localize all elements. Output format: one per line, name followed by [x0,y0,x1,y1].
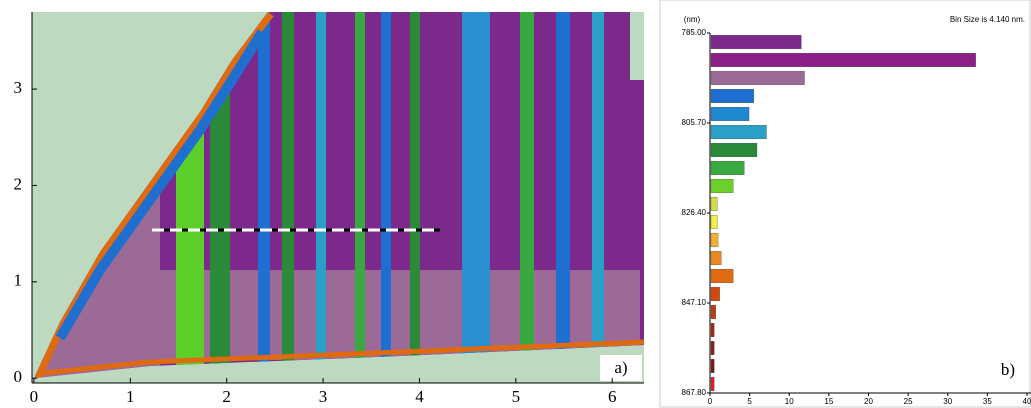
label-box [600,355,642,381]
bar [710,107,750,121]
map-image [32,12,644,383]
bar [710,269,734,283]
map-stripe [462,12,490,378]
map-stripe [355,12,365,378]
bar [710,179,734,193]
map-edge [35,339,644,377]
bar [710,305,716,319]
bar [710,35,802,49]
y-tick-label: 3 [14,78,23,97]
map-edge [55,29,267,341]
y-tick-label: 826.40 [682,208,707,217]
map-stripe [410,12,420,378]
x-tick-label: 4 [415,387,424,406]
annotation: Bin Size is 4.140 nm. [950,15,1025,24]
label-box [985,358,1025,384]
map-stripe [258,12,270,378]
bar [710,197,718,211]
x-tick-label: 5 [512,387,521,406]
x-tick-label: 15 [824,397,833,406]
x-tick-label: 0 [30,387,39,406]
x-tick-label: 35 [983,397,992,406]
map-stripe [592,12,604,378]
bar [710,377,715,391]
x-tick-label: 10 [785,397,794,406]
bar [710,323,715,337]
y-tick-label: 0 [14,367,23,386]
bar [710,143,758,157]
x-tick-label: 2 [222,387,231,406]
x-tick-label: 25 [904,397,913,406]
y-tick-label: 847.10 [682,298,707,307]
map-stripe [381,12,391,378]
x-tick-label: 3 [319,387,328,406]
map-edge [35,12,274,378]
histogram-frame [659,0,1031,408]
bar [710,53,976,67]
y-unit: (nm) [684,15,701,24]
x-tick-label: 1 [126,387,135,406]
y-tick-label: 2 [14,174,23,193]
map-stripe [556,12,570,378]
bar [710,359,715,373]
y-tick-label: 1 [14,271,23,290]
panel-label: b) [1001,360,1015,379]
x-tick-label: 30 [943,397,952,406]
x-tick-label: 20 [864,397,873,406]
panel-label: a) [614,358,627,377]
bar [710,161,745,175]
y-tick-label: 867.80 [682,388,707,397]
bar [710,215,718,229]
x-tick-label: 5 [747,397,752,406]
bar [710,125,767,139]
bar [710,233,719,247]
bar [710,251,722,265]
y-tick-label: 805.70 [682,118,707,127]
bar [710,89,754,103]
x-tick-label: 6 [608,387,617,406]
map-stripe [282,12,294,378]
bar [710,341,715,355]
x-tick-label: 40 [1023,397,1031,406]
map-stripe [520,12,534,378]
x-tick-label: 0 [708,397,713,406]
y-tick-label: 785.00 [682,28,707,37]
bar [710,71,805,85]
map-stripe [316,12,326,378]
bar [710,287,720,301]
